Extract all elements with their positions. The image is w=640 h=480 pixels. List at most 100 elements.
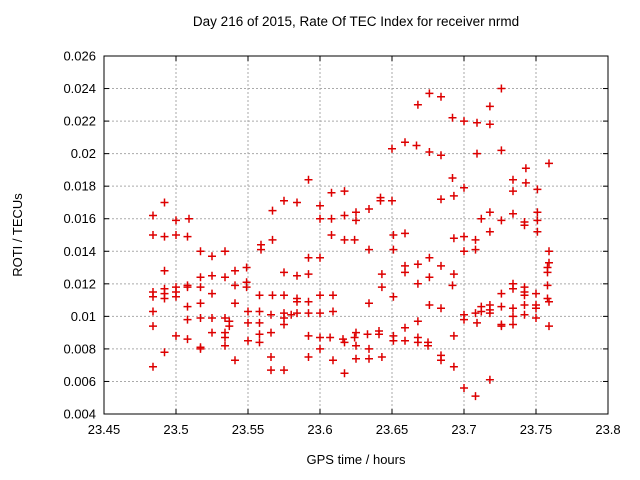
data-point-marker	[520, 301, 529, 309]
data-point-marker	[352, 216, 360, 225]
data-point-marker	[196, 344, 205, 353]
data-point-marker	[267, 366, 275, 375]
y-tick-label: 0.018	[63, 179, 96, 194]
data-point-marker	[545, 297, 553, 306]
data-point-marker	[304, 353, 313, 361]
data-point-marker	[149, 211, 157, 220]
data-point-marker	[460, 183, 468, 192]
data-point-marker	[363, 330, 372, 339]
data-point-marker	[521, 178, 530, 187]
data-point-marker	[316, 253, 324, 262]
data-point-marker	[352, 208, 360, 217]
data-point-marker	[485, 375, 494, 384]
data-point-marker	[221, 333, 229, 342]
data-point-marker	[340, 369, 349, 378]
data-point-marker	[255, 307, 264, 316]
data-point-marker	[221, 247, 229, 256]
data-point-marker	[287, 310, 296, 319]
data-point-marker	[389, 245, 398, 254]
data-point-marker	[160, 266, 169, 275]
data-point-marker	[365, 205, 373, 213]
data-point-marker	[533, 185, 542, 194]
data-point-marker	[352, 354, 360, 363]
data-point-marker	[196, 247, 205, 256]
data-point-marker	[509, 187, 517, 196]
y-tick-label: 0.026	[63, 49, 96, 64]
data-point-marker	[545, 247, 553, 256]
data-point-marker	[477, 214, 486, 223]
data-point-marker	[509, 284, 517, 293]
data-point-marker	[520, 221, 529, 230]
data-point-marker	[160, 198, 169, 207]
data-point-marker	[497, 302, 506, 311]
data-point-marker	[183, 302, 192, 311]
data-point-marker	[231, 266, 239, 275]
data-point-marker	[267, 328, 275, 337]
y-tick-label: 0.01	[71, 309, 96, 324]
data-point-marker	[377, 353, 386, 361]
data-point-marker	[471, 235, 480, 244]
data-point-marker	[401, 138, 409, 147]
data-point-marker	[471, 309, 480, 318]
data-point-marker	[413, 260, 422, 269]
data-point-marker	[350, 333, 359, 342]
data-point-marker	[543, 268, 552, 277]
data-point-marker	[208, 271, 216, 280]
x-tick-label: 23.55	[232, 422, 265, 437]
data-point-marker	[389, 231, 398, 239]
data-point-marker	[401, 229, 409, 238]
data-point-marker	[497, 84, 506, 93]
data-point-marker	[449, 234, 458, 243]
data-point-marker	[413, 100, 422, 109]
x-tick-label: 23.6	[307, 422, 332, 437]
data-point-marker	[401, 268, 409, 277]
data-point-marker	[208, 252, 216, 261]
data-point-marker	[257, 245, 265, 254]
x-tick-label: 23.45	[88, 422, 121, 437]
data-point-marker	[340, 187, 349, 196]
data-point-marker	[532, 314, 540, 322]
data-point-marker	[293, 297, 301, 306]
data-point-marker	[485, 208, 494, 217]
data-point-marker	[316, 333, 324, 342]
data-point-marker	[543, 281, 552, 290]
data-point-marker	[329, 356, 337, 365]
data-point-marker	[183, 232, 192, 241]
data-point-marker	[221, 314, 229, 322]
data-point-marker	[327, 188, 336, 197]
data-point-marker	[280, 291, 288, 300]
data-point-marker	[497, 289, 506, 298]
data-point-marker	[329, 291, 337, 300]
data-point-marker	[401, 323, 409, 332]
data-point-marker	[532, 289, 540, 298]
data-point-marker	[473, 318, 481, 327]
data-point-marker	[316, 214, 324, 223]
data-point-marker	[437, 195, 445, 204]
data-point-marker	[160, 294, 169, 303]
data-point-marker	[388, 196, 396, 205]
data-point-marker	[340, 235, 349, 244]
data-point-marker	[242, 283, 251, 292]
data-point-marker	[221, 273, 229, 282]
data-point-marker	[208, 314, 216, 322]
data-point-marker	[316, 201, 324, 210]
chart-title: Day 216 of 2015, Rate Of TEC Index for r…	[192, 14, 520, 29]
data-point-marker	[352, 341, 360, 350]
data-point-marker	[437, 92, 445, 101]
data-point-marker	[268, 235, 277, 244]
data-point-marker	[425, 253, 434, 262]
data-point-marker	[316, 309, 324, 318]
data-point-marker	[413, 317, 422, 326]
data-point-marker	[255, 318, 264, 327]
data-point-marker	[268, 206, 277, 215]
y-tick-label: 0.006	[63, 374, 96, 389]
data-point-marker	[327, 231, 336, 239]
data-point-marker	[533, 208, 542, 217]
data-point-marker	[425, 273, 434, 282]
data-point-marker	[340, 338, 349, 347]
data-point-marker	[473, 118, 481, 127]
data-point-marker	[473, 149, 481, 158]
data-point-marker	[377, 270, 386, 279]
data-point-marker	[149, 362, 157, 371]
